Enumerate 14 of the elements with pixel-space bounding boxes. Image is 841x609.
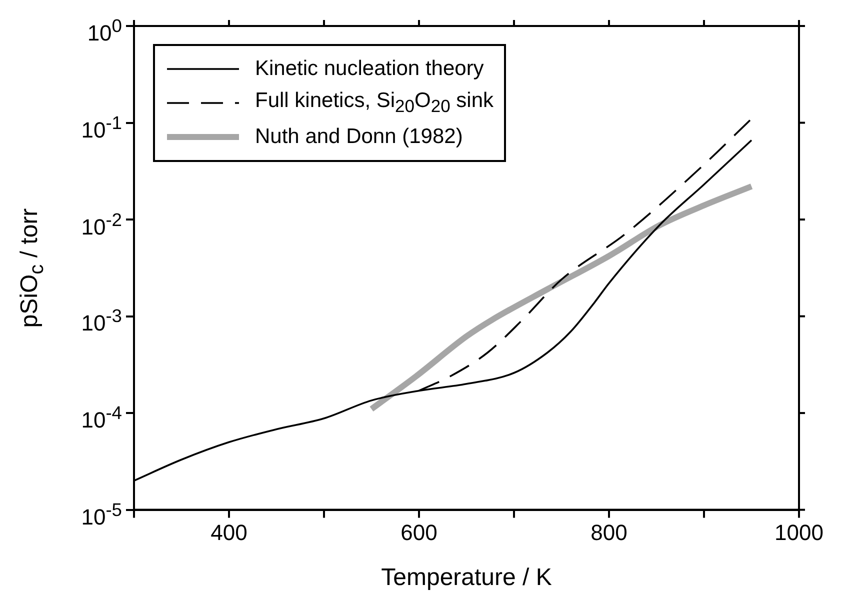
y-tick-label: 10$^{-4}$ (81, 401, 122, 434)
y-tick-label: 10$^{0}$ (87, 14, 122, 48)
legend-label: Full kinetics, Si$_{20}$O$_{20}$ sink (255, 88, 494, 118)
x-tick-label: 400 (210, 520, 248, 546)
y-tick-label: 10$^{-1}$ (81, 110, 122, 144)
x-tick-label: 1000 (774, 520, 824, 546)
x-axis-title: Temperature / K (381, 564, 552, 592)
x-tick-label: 800 (590, 520, 628, 546)
legend-label: Kinetic nucleation theory (255, 57, 484, 81)
y-tick-label: 10$^{-2}$ (81, 208, 122, 241)
legend-label: Nuth and Donn (1982) (255, 125, 463, 149)
y-tick-label: 10$^{-3}$ (81, 304, 122, 338)
y-tick-label: 10$^{-5}$ (81, 498, 122, 532)
x-tick-label: 600 (400, 520, 438, 546)
